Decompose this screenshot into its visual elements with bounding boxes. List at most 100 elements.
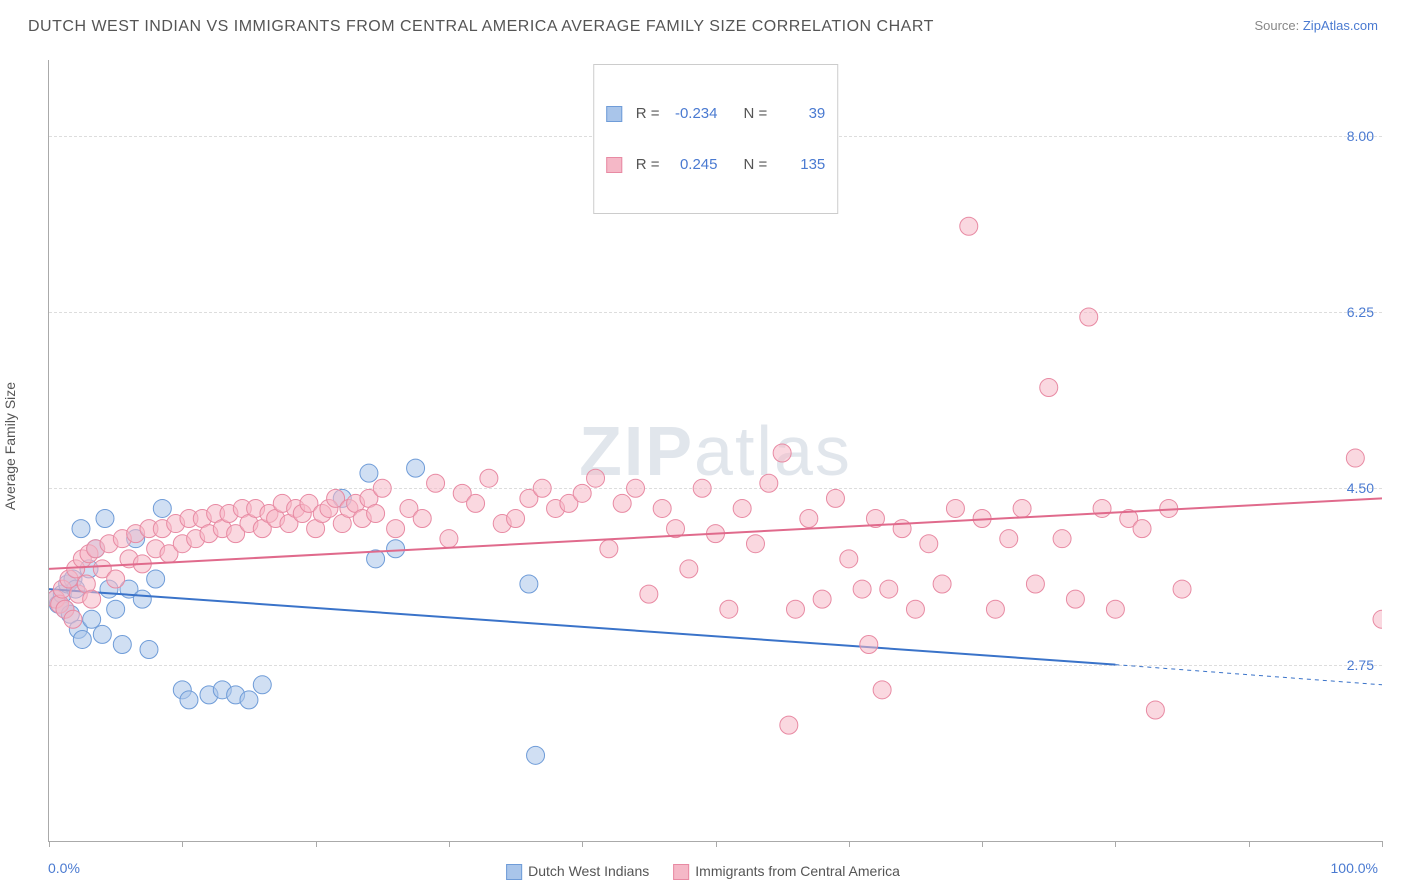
scatter-point [107, 570, 125, 588]
source-link[interactable]: ZipAtlas.com [1303, 18, 1378, 33]
scatter-point [933, 575, 951, 593]
scatter-point [147, 570, 165, 588]
trend-line [49, 589, 1115, 665]
x-axis-min-label: 0.0% [48, 860, 80, 876]
scatter-point [153, 499, 171, 517]
source-attribution: Source: ZipAtlas.com [1254, 18, 1378, 33]
scatter-point [573, 484, 591, 502]
scatter-point [373, 479, 391, 497]
scatter-point [873, 681, 891, 699]
scatter-point [587, 469, 605, 487]
scatter-point [693, 479, 711, 497]
trend-line-extrapolated [1115, 665, 1382, 685]
scatter-point [860, 635, 878, 653]
y-axis-label: Average Family Size [2, 382, 18, 510]
scatter-point [720, 600, 738, 618]
scatter-point [180, 691, 198, 709]
x-tick [49, 841, 50, 847]
x-tick [182, 841, 183, 847]
stat-label-r: R = [636, 105, 660, 122]
scatter-point [640, 585, 658, 603]
stats-legend-box: R = -0.234 N = 39 R = 0.245 N = 135 [593, 64, 839, 214]
chart-title: DUTCH WEST INDIAN VS IMMIGRANTS FROM CEN… [28, 18, 934, 36]
scatter-point [813, 590, 831, 608]
scatter-point [600, 540, 618, 558]
scatter-point [1133, 520, 1151, 538]
y-tick-label: 2.75 [1347, 657, 1374, 673]
legend-label-1: Dutch West Indians [528, 863, 649, 879]
scatter-point [880, 580, 898, 598]
scatter-point [1066, 590, 1084, 608]
scatter-point [986, 600, 1004, 618]
scatter-point [407, 459, 425, 477]
scatter-point [527, 746, 545, 764]
scatter-point [1026, 575, 1044, 593]
scatter-point [680, 560, 698, 578]
scatter-point [440, 530, 458, 548]
x-axis-max-label: 100.0% [1331, 860, 1378, 876]
scatter-point [133, 590, 151, 608]
scatter-point [467, 494, 485, 512]
scatter-point [760, 474, 778, 492]
chart-plot-area: R = -0.234 N = 39 R = 0.245 N = 135 ZIPa… [48, 60, 1382, 842]
stat-value-r-2: 0.245 [668, 156, 718, 173]
scatter-point [240, 691, 258, 709]
scatter-point [780, 716, 798, 734]
scatter-point [613, 494, 631, 512]
scatter-point [1106, 600, 1124, 618]
x-tick [1115, 841, 1116, 847]
stat-label-r: R = [636, 156, 660, 173]
scatter-point [387, 540, 405, 558]
stat-label-n: N = [744, 156, 768, 173]
scatter-point [1173, 580, 1191, 598]
scatter-point [1053, 530, 1071, 548]
scatter-point [840, 550, 858, 568]
x-tick [1249, 841, 1250, 847]
scatter-point [72, 520, 90, 538]
scatter-point [253, 676, 271, 694]
scatter-point [627, 479, 645, 497]
scatter-point [533, 479, 551, 497]
scatter-point [520, 575, 538, 593]
stat-label-n: N = [744, 105, 768, 122]
scatter-point [93, 625, 111, 643]
swatch-series-2 [606, 157, 622, 173]
y-tick-label: 8.00 [1347, 128, 1374, 144]
scatter-point [387, 520, 405, 538]
scatter-point [946, 499, 964, 517]
scatter-point [1013, 499, 1031, 517]
scatter-point [1040, 379, 1058, 397]
stat-value-n-2: 135 [775, 156, 825, 173]
x-tick [1382, 841, 1383, 847]
scatter-point [1373, 610, 1382, 628]
scatter-point [960, 217, 978, 235]
legend-item-2: Immigrants from Central America [673, 863, 900, 880]
y-tick-label: 6.25 [1347, 304, 1374, 320]
scatter-point [480, 469, 498, 487]
scatter-point [360, 464, 378, 482]
scatter-point [653, 499, 671, 517]
scatter-point [786, 600, 804, 618]
legend-item-1: Dutch West Indians [506, 863, 649, 880]
scatter-point [413, 510, 431, 528]
scatter-point [1093, 499, 1111, 517]
scatter-point [1146, 701, 1164, 719]
scatter-point [773, 444, 791, 462]
scatter-point [427, 474, 445, 492]
scatter-point [64, 610, 82, 628]
scatter-point [113, 635, 131, 653]
scatter-point [83, 610, 101, 628]
scatter-point [73, 630, 91, 648]
scatter-point [920, 535, 938, 553]
swatch-series-1-bottom [506, 864, 522, 880]
legend-label-2: Immigrants from Central America [695, 863, 900, 879]
scatter-point [893, 520, 911, 538]
scatter-point [1346, 449, 1364, 467]
scatter-point [800, 510, 818, 528]
scatter-point [733, 499, 751, 517]
stats-row-series-1: R = -0.234 N = 39 [606, 105, 826, 122]
scatter-point [367, 504, 385, 522]
stat-value-r-1: -0.234 [668, 105, 718, 122]
x-tick [716, 841, 717, 847]
scatter-point [826, 489, 844, 507]
